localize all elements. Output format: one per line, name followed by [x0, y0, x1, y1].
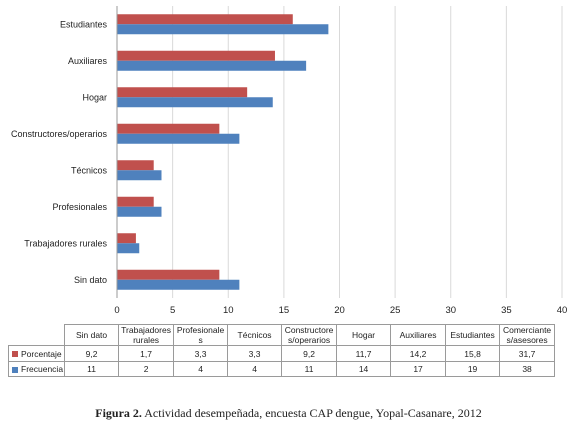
table-cell: 3,3 [227, 345, 283, 362]
table-cell: 38 [499, 361, 556, 377]
table-cell: 4 [227, 361, 283, 377]
x-tick-labels: 0 5 10 15 20 25 30 35 40 [114, 305, 567, 316]
bar-frecuencia [117, 97, 273, 108]
table-header-cell: Sin dato [64, 324, 120, 346]
table-cell: 11 [64, 361, 120, 377]
table-cell: 31,7 [499, 345, 556, 362]
table-cell: 14,2 [390, 345, 447, 362]
caption-text: Actividad desempeñada, encuesta CAP deng… [141, 406, 482, 420]
category-label: Técnicos [71, 165, 108, 175]
bar-frecuencia [117, 133, 240, 144]
table-cell: 19 [445, 361, 501, 377]
bar-frecuencia [117, 170, 162, 181]
table-header-cell: Profesionale s [173, 324, 229, 346]
category-label: Estudiantes [60, 19, 108, 29]
row-label: Porcentaje [21, 348, 62, 359]
bar-porcentaje [117, 14, 293, 25]
table-row: Porcentaje 9,2 1,7 3,3 3,3 9,2 11,7 14,2… [7, 345, 556, 362]
bar-porcentaje [117, 87, 248, 98]
chart-gridlines [172, 6, 563, 298]
category-label: Profesionales [52, 202, 107, 212]
table-cell: 9,2 [281, 345, 338, 362]
table-cell: 9,2 [64, 345, 120, 362]
x-tick-label: 25 [390, 305, 401, 316]
x-tick-label: 40 [557, 305, 568, 316]
figure-caption: Figura 2. Actividad desempeñada, encuest… [0, 406, 577, 421]
table-cell: 1,7 [118, 345, 175, 362]
row-label: Frecuencia [21, 364, 64, 374]
table-cell: 14 [336, 361, 392, 377]
table-header-row: Sin dato Trabajadores rurales Profesiona… [8, 324, 556, 346]
table-header-cell: Constructore s/operarios [281, 324, 338, 346]
bar-frecuencia [117, 279, 240, 290]
bar-frecuencia [117, 24, 329, 35]
table-header-cell: Hogar [336, 324, 392, 346]
category-label: Constructores/operarios [11, 129, 108, 139]
x-tick-label: 10 [223, 305, 234, 316]
category-labels: Estudiantes Auxiliares Hogar Constructores/… [11, 19, 108, 285]
table-corner-cell [8, 324, 66, 346]
table-cell: 2 [118, 361, 175, 377]
legend-swatch-blue [12, 366, 18, 373]
x-tick-label: 15 [279, 305, 290, 316]
table-header-cell: Comerciante s/asesores [499, 324, 556, 346]
legend-frecuencia: Frecuencia [7, 361, 66, 377]
table-cell: 15,8 [445, 345, 501, 362]
table-row: Frecuencia 11 2 4 4 11 14 17 19 38 [7, 361, 556, 377]
caption-label: Figura 2. [95, 406, 142, 420]
x-tick-label: 35 [501, 305, 512, 316]
chart-bars [117, 14, 329, 290]
bar-porcentaje [117, 196, 154, 207]
table-cell: 3,3 [173, 345, 229, 362]
bar-frecuencia [117, 243, 140, 254]
x-tick-label: 5 [170, 305, 175, 316]
x-tick-label: 30 [445, 305, 456, 316]
table-header-cell: Auxiliares [390, 324, 447, 346]
bar-frecuencia [117, 206, 162, 217]
bar-chart: Estudiantes Auxiliares Hogar Constructores/… [11, 6, 567, 316]
table-header-cell: Trabajadores rurales [118, 324, 175, 346]
category-label: Sin dato [74, 275, 107, 285]
x-tick-label: 0 [114, 305, 119, 316]
bar-porcentaje [117, 269, 220, 280]
bar-porcentaje [117, 123, 220, 134]
bar-porcentaje [117, 233, 136, 244]
bar-porcentaje [117, 160, 154, 171]
table-header-cell: Estudiantes [445, 324, 501, 346]
legend-porcentaje: Porcentaje [7, 345, 66, 362]
x-tick-label: 20 [334, 305, 345, 316]
table-cell: 17 [390, 361, 447, 377]
data-table: Sin dato Trabajadores rurales Profesiona… [7, 324, 556, 377]
bar-porcentaje [117, 50, 275, 61]
category-label: Trabajadores rurales [24, 238, 107, 248]
legend-swatch-red [12, 351, 18, 358]
table-cell: 11 [281, 361, 338, 377]
table-cell: 4 [173, 361, 229, 377]
table-header-cell: Técnicos [227, 324, 283, 346]
category-label: Auxiliares [68, 56, 108, 66]
category-label: Hogar [82, 92, 107, 102]
table-cell: 11,7 [336, 345, 392, 362]
bar-frecuencia [117, 60, 307, 71]
